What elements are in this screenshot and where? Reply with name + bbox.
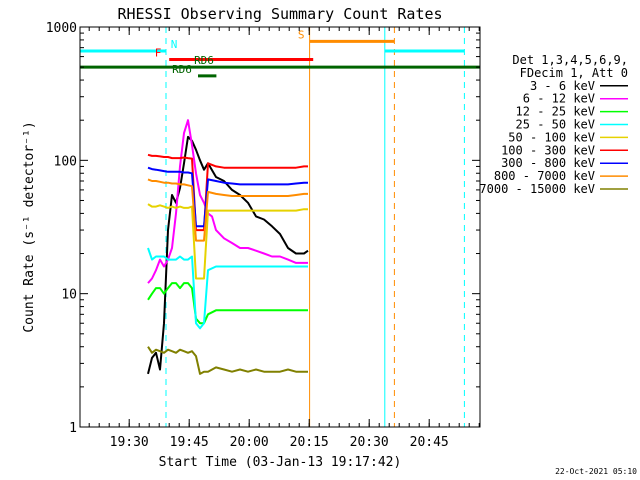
legend-header-1: FDecim 1, Att 0 (520, 66, 628, 80)
x-tick-label: 19:30 (110, 435, 149, 450)
flag-label-n: N (171, 38, 178, 51)
legend-label-7000-15000-kev: 7000 - 15000 keV (479, 182, 595, 196)
y-tick-label: 1000 (46, 21, 77, 36)
y-tick-label: 1 (69, 421, 77, 436)
series-layer (147, 119, 309, 375)
legend-label-300-800-kev: 300 - 800 keV (501, 156, 595, 170)
series-800-7000-kev (147, 178, 308, 242)
y-tick-label: 100 (54, 154, 77, 169)
legend-label-25-50-kev: 25 - 50 keV (516, 118, 595, 132)
flag-label-f: F (155, 47, 162, 60)
series-50-100-kev (147, 203, 308, 280)
legend-label-6-12-kev: 6 - 12 keV (523, 92, 595, 106)
x-axis-label: Start Time (03-Jan-13 19:17:42) (159, 455, 402, 470)
legend-label-3-6-kev: 3 - 6 keV (530, 79, 595, 93)
series-25-50-kev (147, 247, 308, 330)
flag-label-rd6: RD6 (194, 54, 214, 67)
plot-frame (79, 26, 481, 428)
y-axis-label: Count Rate (s⁻¹ detector⁻¹) (22, 121, 37, 332)
x-tick-label: 19:45 (170, 435, 209, 450)
legend-label-12-25-kev: 12 - 25 keV (516, 105, 595, 119)
axes: 1 10 100 1000 19:30 19:45 20:00 20:15 20:30 20:45 (46, 21, 480, 450)
flag-label-rd6: RD6 (172, 63, 192, 76)
y-tick-label: 10 (61, 288, 77, 303)
x-tick-label: 20:30 (350, 435, 389, 450)
flag-label-s: S (298, 28, 305, 41)
legend-label-100-300-kev: 100 - 300 keV (501, 143, 595, 157)
legend-label-800-7000-kev: 800 - 7000 keV (494, 169, 595, 183)
series-300-800-kev (147, 166, 308, 228)
legend-header-0: Det 1,3,4,5,6,9, (512, 53, 628, 67)
x-tick-label: 20:00 (230, 435, 269, 450)
chart-title: RHESSI Observing Summary Count Rates (117, 5, 442, 23)
x-tick-label: 20:15 (290, 435, 329, 450)
x-tick-label: 20:45 (410, 435, 449, 450)
legend-label-50-100-kev: 50 - 100 keV (508, 130, 595, 144)
legend: Det 1,3,4,5,6,9,FDecim 1, Att 03 - 6 keV… (479, 53, 628, 196)
generated-timestamp: 22-Oct-2021 05:10 (555, 467, 637, 476)
series-7000-15000-kev (147, 346, 308, 375)
